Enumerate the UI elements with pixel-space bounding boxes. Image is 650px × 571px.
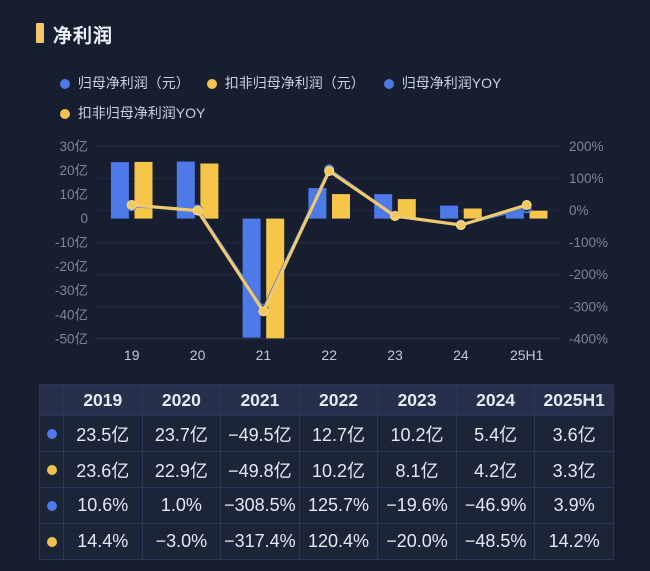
- svg-text:20: 20: [190, 347, 206, 363]
- svg-text:-200%: -200%: [569, 267, 608, 282]
- svg-text:23: 23: [387, 347, 403, 363]
- svg-text:-300%: -300%: [569, 299, 608, 314]
- svg-text:-10亿: -10亿: [55, 235, 88, 250]
- svg-text:-50亿: -50亿: [55, 331, 88, 346]
- svg-text:-20亿: -20亿: [55, 259, 88, 274]
- svg-text:-40亿: -40亿: [55, 307, 88, 322]
- svg-text:30亿: 30亿: [59, 139, 88, 154]
- svg-text:-400%: -400%: [569, 331, 608, 346]
- svg-text:100%: 100%: [569, 171, 604, 186]
- svg-text:22: 22: [321, 347, 337, 363]
- svg-text:21: 21: [256, 347, 272, 363]
- svg-text:200%: 200%: [569, 139, 604, 154]
- svg-text:0: 0: [80, 211, 88, 226]
- svg-text:0%: 0%: [569, 203, 589, 218]
- svg-text:10亿: 10亿: [59, 187, 88, 202]
- svg-text:25H1: 25H1: [510, 347, 544, 363]
- svg-text:20亿: 20亿: [59, 163, 88, 178]
- svg-text:24: 24: [453, 347, 469, 363]
- svg-text:-100%: -100%: [569, 235, 608, 250]
- svg-text:-30亿: -30亿: [55, 283, 88, 298]
- svg-text:19: 19: [124, 347, 140, 363]
